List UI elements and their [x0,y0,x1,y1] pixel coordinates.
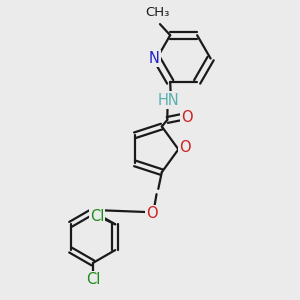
Text: HN: HN [158,92,180,107]
Text: O: O [182,110,193,124]
Text: Cl: Cl [90,208,104,224]
Text: CH₃: CH₃ [145,6,169,19]
Text: O: O [146,206,158,221]
Text: Cl: Cl [86,272,100,287]
Text: O: O [179,140,191,155]
Text: N: N [149,51,160,66]
